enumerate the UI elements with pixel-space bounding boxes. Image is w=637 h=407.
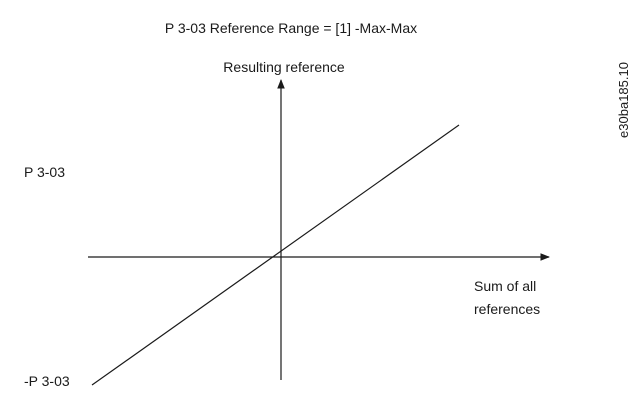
x-axis-label-line: references <box>474 301 540 317</box>
upper-label: P 3-03 <box>24 164 65 180</box>
figure-id: e30ba185.10 <box>616 62 631 138</box>
reference-line <box>91 124 460 386</box>
lower-label: -P 3-03 <box>24 373 70 389</box>
title: P 3-03 Reference Range = [1] -Max-Max <box>165 20 417 36</box>
y-axis-label: Resulting reference <box>223 59 345 75</box>
x-axis-label-line: Sum of all <box>474 278 536 294</box>
